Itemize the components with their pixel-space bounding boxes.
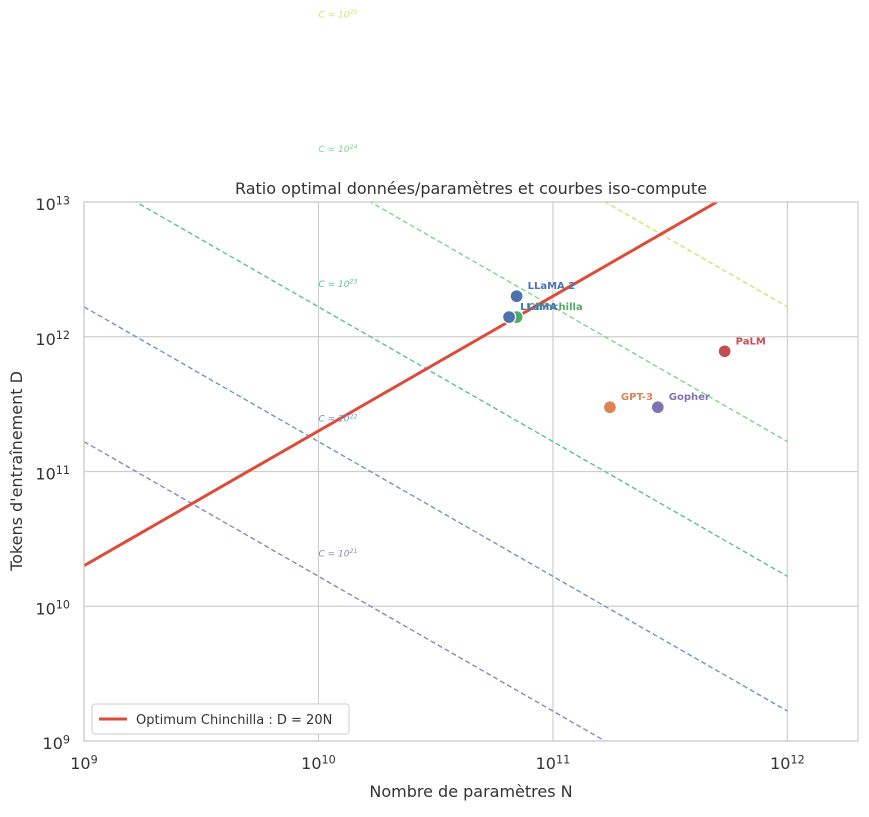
plot-area <box>84 202 788 741</box>
model-label: Chinchilla <box>528 302 583 313</box>
model-point <box>509 289 524 304</box>
y-tick-label: 1012 <box>35 329 70 349</box>
iso-line-label: C = 1025 <box>318 9 357 20</box>
iso-compute-line <box>134 202 788 577</box>
iso-line-label: C = 1021 <box>318 548 357 559</box>
y-tick-label: 1010 <box>35 599 70 619</box>
model-point <box>602 400 618 415</box>
model-label: GPT-3 <box>621 392 653 403</box>
x-tick-label: 1012 <box>770 753 805 773</box>
model-label: LLaMA 2 <box>528 281 576 292</box>
model-label: Gopher <box>669 392 710 403</box>
iso-line-label: C = 1022 <box>318 413 357 424</box>
x-tick-label: 1010 <box>301 753 336 773</box>
chinchilla-line <box>84 202 718 567</box>
x-axis-label: Nombre de paramètres N <box>369 782 572 801</box>
model-label: LLaMA <box>520 302 557 313</box>
x-tick-label: 1011 <box>536 753 571 773</box>
y-axis-label: Tokens d'entraînement D <box>7 371 26 572</box>
iso-line-label: C = 1023 <box>318 279 357 290</box>
legend-label: Optimum Chinchilla : D = 20N <box>136 713 332 728</box>
x-tick-label: 109 <box>70 753 97 773</box>
iso-line-label: C = 1024 <box>318 144 357 155</box>
annotations: 109 1010 1011 1012 109 1010 1011 1012 1013 C = 10… <box>35 9 804 773</box>
iso-compute-line <box>369 202 788 443</box>
iso-compute-line <box>84 306 788 712</box>
chart-title: Ratio optimal données/paramètres et cour… <box>235 179 707 198</box>
iso-compute-line <box>603 202 788 308</box>
legend-box <box>91 703 350 735</box>
model-point <box>501 309 517 325</box>
model-point <box>650 400 665 415</box>
y-tick-label: 1013 <box>35 194 70 214</box>
plot-frame <box>83 201 859 742</box>
y-tick-label: 109 <box>43 733 70 753</box>
model-label: PaLM <box>736 336 766 347</box>
y-tick-label: 1011 <box>35 464 70 484</box>
model-point <box>717 344 732 359</box>
